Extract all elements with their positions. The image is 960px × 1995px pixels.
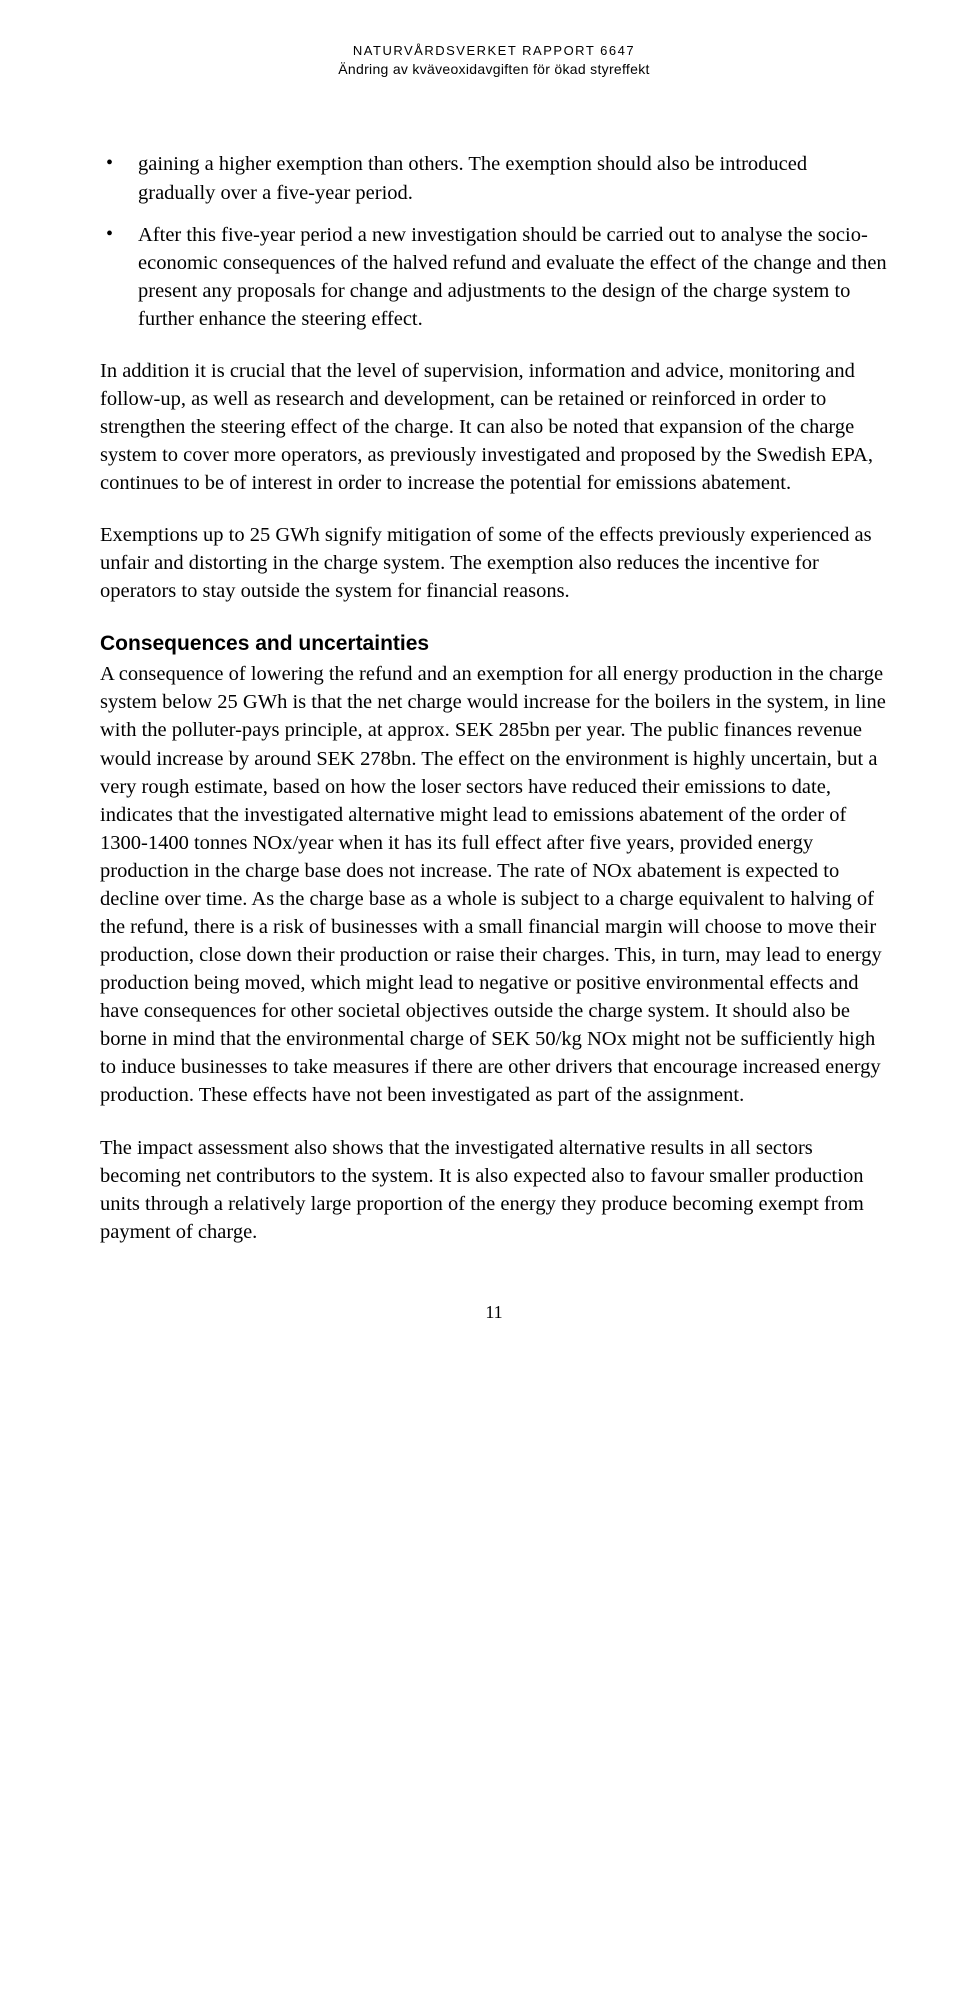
list-item: After this five-year period a new invest…	[100, 221, 888, 333]
paragraph: A consequence of lowering the refund and…	[100, 660, 888, 1109]
list-item: gaining a higher exemption than others. …	[100, 150, 888, 206]
bullet-list: gaining a higher exemption than others. …	[100, 150, 888, 332]
paragraph: In addition it is crucial that the level…	[100, 357, 888, 497]
header-line-2: Ändring av kväveoxidavgiften för ökad st…	[100, 60, 888, 79]
running-header: NATURVÅRDSVERKET RAPPORT 6647 Ändring av…	[100, 42, 888, 78]
section-heading: Consequences and uncertainties	[100, 630, 888, 659]
page-number: 11	[100, 1302, 888, 1323]
paragraph: The impact assessment also shows that th…	[100, 1134, 888, 1246]
document-page: NATURVÅRDSVERKET RAPPORT 6647 Ändring av…	[0, 0, 960, 1383]
body-text: gaining a higher exemption than others. …	[100, 150, 888, 1245]
paragraph: Exemptions up to 25 GWh signify mitigati…	[100, 521, 888, 605]
header-line-1: NATURVÅRDSVERKET RAPPORT 6647	[100, 42, 888, 60]
